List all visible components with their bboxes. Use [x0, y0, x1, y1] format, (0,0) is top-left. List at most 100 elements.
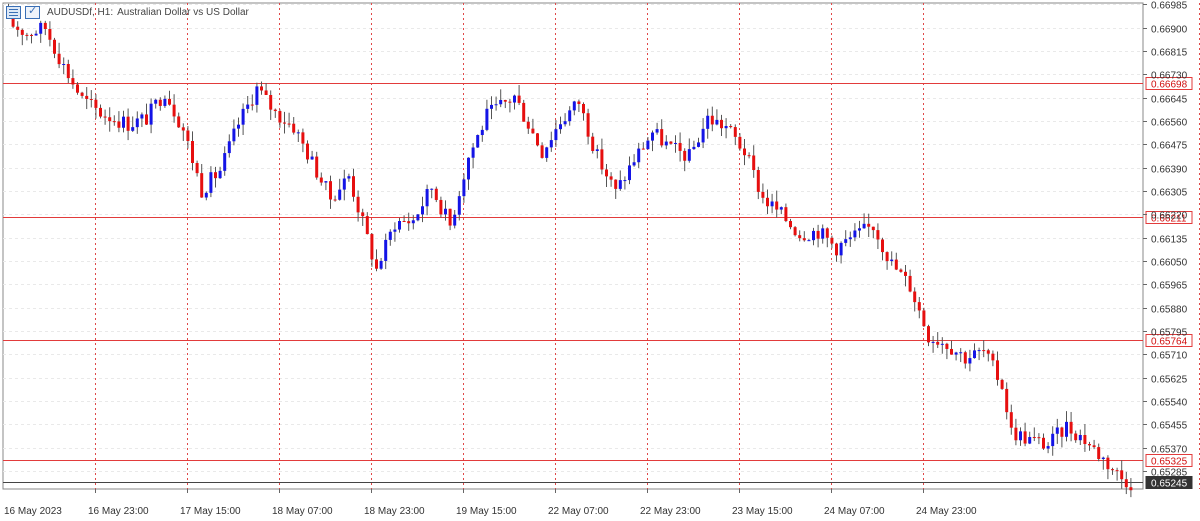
bull-candle	[218, 166, 222, 179]
bull-candle	[890, 251, 894, 266]
bear-candle	[950, 340, 953, 355]
candle-body	[618, 180, 622, 189]
candle-body	[1069, 421, 1073, 434]
bull-candle	[839, 241, 843, 264]
horizontal-level-label: 0.66211	[1151, 214, 1187, 225]
bear-candle	[913, 287, 917, 312]
bull-candle	[513, 94, 516, 110]
candle-body	[1101, 457, 1105, 459]
candle-body	[1037, 437, 1041, 439]
chart-list-icon[interactable]	[6, 5, 21, 19]
candle-body	[204, 192, 208, 198]
bear-candle	[710, 106, 714, 132]
candle-body	[577, 101, 581, 104]
bull-candle	[940, 337, 944, 354]
bull-candle	[62, 57, 66, 75]
bull-candle	[149, 98, 153, 134]
bear-candle	[158, 97, 162, 111]
candle-body	[237, 124, 240, 129]
bear-candle	[434, 186, 438, 203]
bull-candle	[163, 95, 167, 108]
bull-candle	[687, 138, 691, 163]
bear-candle	[370, 233, 374, 267]
time-label: 17 May 15:00	[180, 506, 241, 517]
candle-body	[453, 214, 457, 226]
bear-candle	[738, 133, 742, 151]
candle-body	[430, 188, 434, 190]
candle-body	[637, 148, 641, 163]
candle-body	[361, 212, 365, 217]
bear-candle	[89, 90, 93, 108]
candle-body	[11, 15, 15, 27]
bull-candle	[595, 144, 599, 159]
candle-body	[499, 99, 503, 105]
bear-candle	[375, 249, 378, 272]
candle-body	[186, 130, 190, 142]
bull-candle	[1065, 411, 1068, 442]
bear-candle	[191, 131, 194, 171]
bull-candle	[664, 135, 668, 150]
candle-body	[94, 99, 98, 108]
candle-body	[646, 140, 650, 150]
bear-candle	[922, 307, 926, 327]
bull-candle	[135, 111, 139, 134]
candle-body	[158, 99, 162, 106]
bull-candle	[457, 190, 461, 221]
candle-body	[398, 220, 401, 230]
candle-body	[292, 123, 296, 133]
candle-body	[940, 343, 944, 345]
one-click-trading-icon[interactable]	[25, 4, 40, 19]
horizontal-levels[interactable]: 0.66698 0.66211 0.65764 0.65325 0.65245	[3, 77, 1193, 490]
candle-body	[342, 178, 346, 190]
bear-candle	[117, 111, 121, 133]
time-label: 19 May 15:00	[456, 506, 517, 517]
chart-title-bar: AUDUSDf, H1: Australian Dollar vs US Dol…	[6, 4, 249, 20]
bear-candle	[756, 166, 760, 200]
horizontal-level-label: 0.65764	[1151, 337, 1188, 348]
bull-candle	[453, 209, 457, 229]
candle-body	[632, 162, 636, 166]
bear-candle	[945, 342, 949, 360]
bear-candle	[269, 90, 273, 120]
candle-body	[1115, 470, 1119, 472]
candle-body	[214, 172, 217, 179]
time-label: 22 May 23:00	[640, 506, 701, 517]
bear-candle	[195, 160, 199, 177]
bear-candle	[1060, 426, 1064, 448]
candle-body	[347, 176, 351, 179]
chart-symbol: AUDUSDf, H1:	[47, 6, 114, 18]
horizontal-level: 0.66211	[1145, 211, 1193, 225]
candle-body	[904, 271, 907, 276]
bear-candle	[733, 124, 737, 146]
candle-body	[1111, 469, 1114, 471]
candle-body	[485, 108, 489, 130]
bull-candle	[655, 122, 659, 135]
bear-candle	[503, 99, 507, 109]
bear-candle	[278, 109, 282, 128]
bear-candle	[80, 91, 84, 99]
candle-body	[1129, 487, 1133, 491]
candle-body	[770, 201, 774, 207]
bear-candle	[591, 132, 595, 154]
candle-body	[540, 145, 544, 158]
candle-body	[1088, 444, 1091, 446]
bear-candle	[264, 83, 268, 96]
bull-candle	[844, 230, 848, 247]
candle-body	[729, 126, 733, 128]
candle-body	[177, 116, 181, 128]
bull-candle	[494, 96, 498, 111]
bull-candle	[779, 206, 783, 215]
candle-body	[421, 206, 424, 215]
candle-body	[140, 114, 144, 119]
candle-body	[683, 150, 687, 161]
candle-body	[959, 352, 963, 354]
bear-candle	[789, 218, 792, 230]
bull-candle	[858, 220, 861, 238]
candle-body	[352, 176, 355, 197]
bear-candle	[43, 20, 47, 36]
candle-body	[853, 230, 857, 238]
bear-candle	[683, 148, 687, 172]
bear-candle	[876, 223, 880, 250]
